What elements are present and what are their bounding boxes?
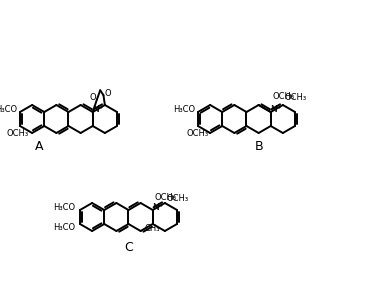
Text: OCH₃: OCH₃ — [7, 129, 29, 138]
Text: H₃CO: H₃CO — [53, 222, 75, 231]
Text: H₃CO: H₃CO — [53, 203, 75, 211]
Text: OCH₃: OCH₃ — [187, 129, 209, 138]
Text: H₃CO: H₃CO — [0, 105, 17, 113]
Text: A: A — [35, 140, 43, 154]
Text: OCH₃: OCH₃ — [273, 92, 295, 101]
Text: N⁺: N⁺ — [270, 105, 282, 115]
Text: C: C — [124, 241, 133, 254]
Text: O: O — [104, 89, 111, 98]
Text: OCH₃: OCH₃ — [285, 93, 307, 102]
Text: N⁺: N⁺ — [152, 203, 164, 212]
Text: N⁺: N⁺ — [92, 105, 104, 115]
Text: O: O — [90, 93, 96, 102]
Text: OCH₃: OCH₃ — [155, 193, 177, 202]
Text: H₃CO: H₃CO — [173, 105, 195, 113]
Text: B: B — [254, 140, 263, 154]
Text: OCH₃: OCH₃ — [167, 194, 189, 203]
Text: CH₃: CH₃ — [145, 224, 161, 233]
